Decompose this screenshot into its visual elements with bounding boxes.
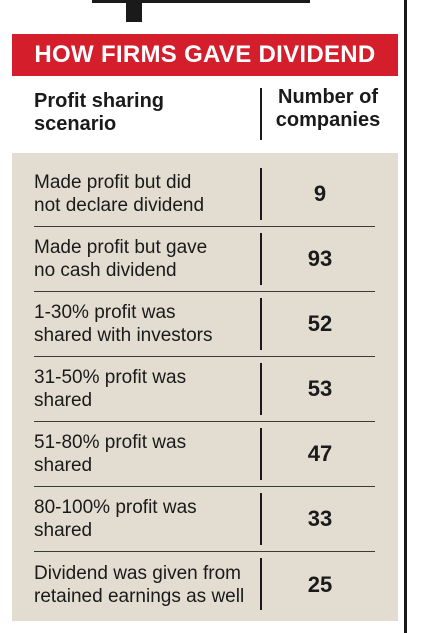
row-divider xyxy=(260,233,262,285)
table-body xyxy=(12,153,398,621)
row-divider xyxy=(260,298,262,350)
chart-title: HOW FIRMS GAVE DIVIDEND xyxy=(12,34,398,76)
column-header-count: Number of companies xyxy=(275,86,381,131)
row-value: 53 xyxy=(307,376,333,401)
row-divider xyxy=(260,493,262,545)
row-value: 93 xyxy=(307,246,333,271)
row-label: Dividend was given from retained earning… xyxy=(34,562,245,607)
row-label: 1-30% profit was shared with investors xyxy=(34,302,213,346)
row-value: 25 xyxy=(307,571,333,597)
table-row: 80-100% profit was shared 33 xyxy=(34,487,375,552)
header-divider xyxy=(260,88,262,140)
row-label: 80-100% profit was shared xyxy=(34,497,197,541)
row-label: 31-50% profit was shared xyxy=(34,367,187,411)
table-row: Dividend was given from retained earning… xyxy=(34,552,375,617)
table-row: 31-50% profit was shared 53 xyxy=(34,357,375,422)
table-row: Made profit but gave no cash dividend 93 xyxy=(34,227,375,292)
column-header-scenario: Profit sharing scenario xyxy=(34,90,165,135)
table-row: 51-80% profit was shared 47 xyxy=(34,422,375,487)
cropped-graphic-stem xyxy=(126,0,142,22)
row-divider xyxy=(260,168,262,220)
row-label: Made profit but gave no cash dividend xyxy=(34,237,208,281)
row-value: 52 xyxy=(307,311,333,336)
row-value: 47 xyxy=(307,441,333,466)
cropped-graphic-fragment xyxy=(92,0,310,3)
row-divider xyxy=(260,363,262,415)
row-value: 9 xyxy=(313,181,327,206)
table-row: Made profit but did not declare dividend… xyxy=(34,162,375,227)
row-divider xyxy=(260,558,262,610)
row-label: Made profit but did not declare dividend xyxy=(34,172,205,216)
row-value: 33 xyxy=(307,506,333,531)
cropped-graphic-right-edge xyxy=(404,0,407,633)
row-divider xyxy=(260,428,262,480)
row-label: 51-80% profit was shared xyxy=(34,432,187,476)
table-row: 1-30% profit was shared with investors 52 xyxy=(34,292,375,357)
